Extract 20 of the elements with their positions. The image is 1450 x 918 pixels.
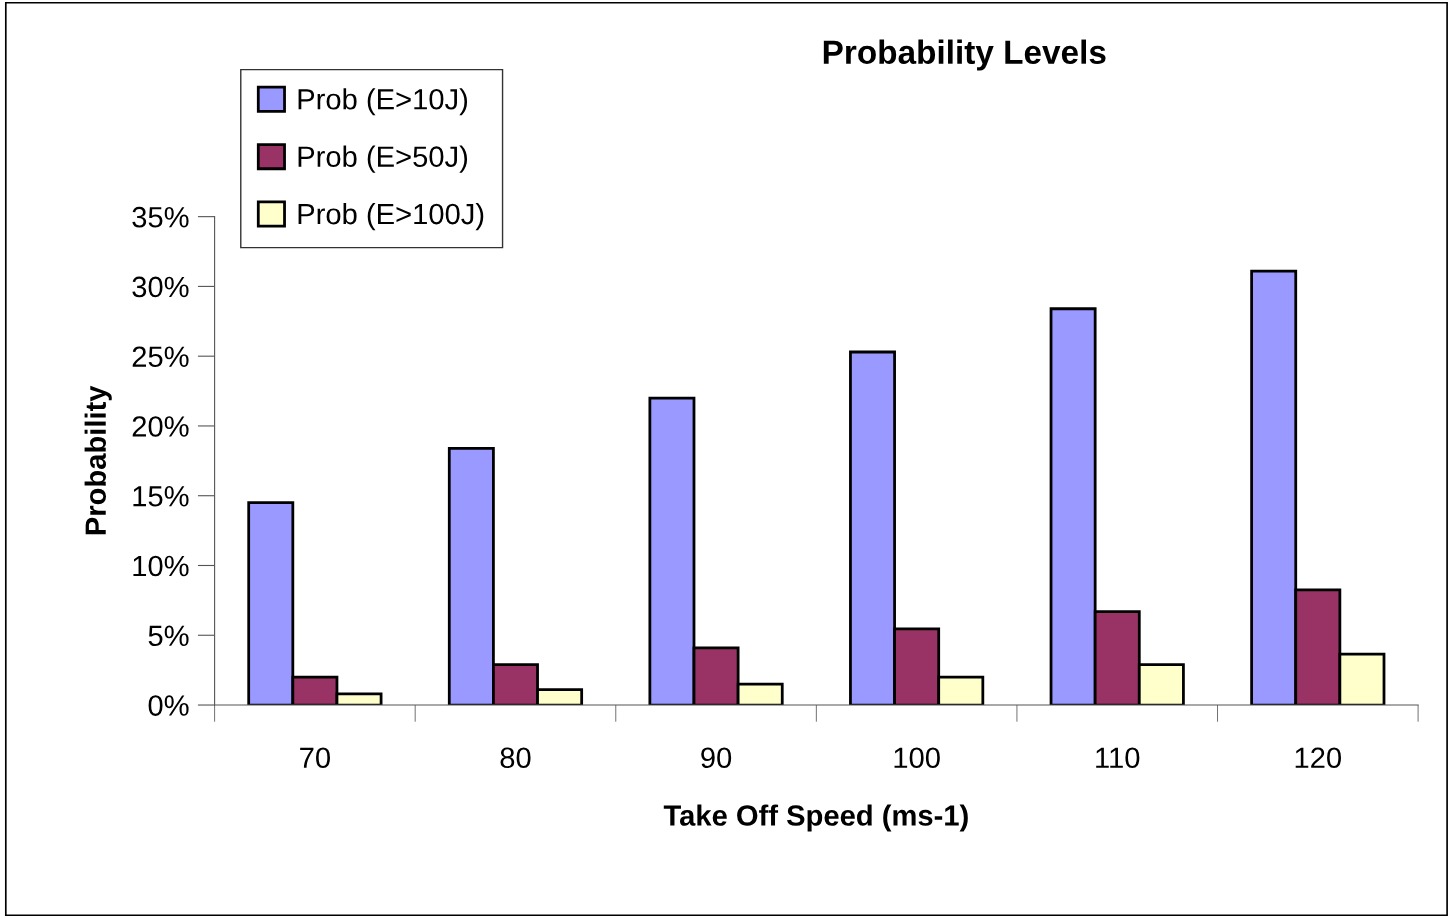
x-axis-title: Take Off Speed (ms-1) [663, 804, 968, 832]
legend-label: Prob (E>10J) [298, 88, 468, 116]
x-tick-label: 80 [500, 747, 531, 769]
legend-label: Prob (E>100J) [298, 202, 484, 231]
y-tick-label: 15% [133, 486, 189, 507]
x-tick-label: 70 [300, 747, 330, 769]
x-tick-label: 110 [1096, 747, 1140, 769]
y-tick-label: 20% [132, 416, 189, 437]
y-tick-label: 35% [132, 206, 189, 228]
y-tick-label: 25% [132, 346, 189, 368]
y-tick-label: 5% [148, 625, 189, 647]
y-tick-label: 30% [132, 276, 189, 298]
y-axis-title: Probability [84, 385, 112, 535]
x-tick-label: 120 [1295, 747, 1341, 769]
x-tick-label: 100 [894, 747, 940, 769]
y-tick-label: 0% [148, 695, 189, 716]
x-tick-label: 90 [701, 747, 732, 769]
legend-label: Prob (E>50J) [298, 145, 468, 173]
y-tick-label: 10% [133, 555, 189, 577]
chart-title: Probability Levels [823, 39, 1106, 71]
